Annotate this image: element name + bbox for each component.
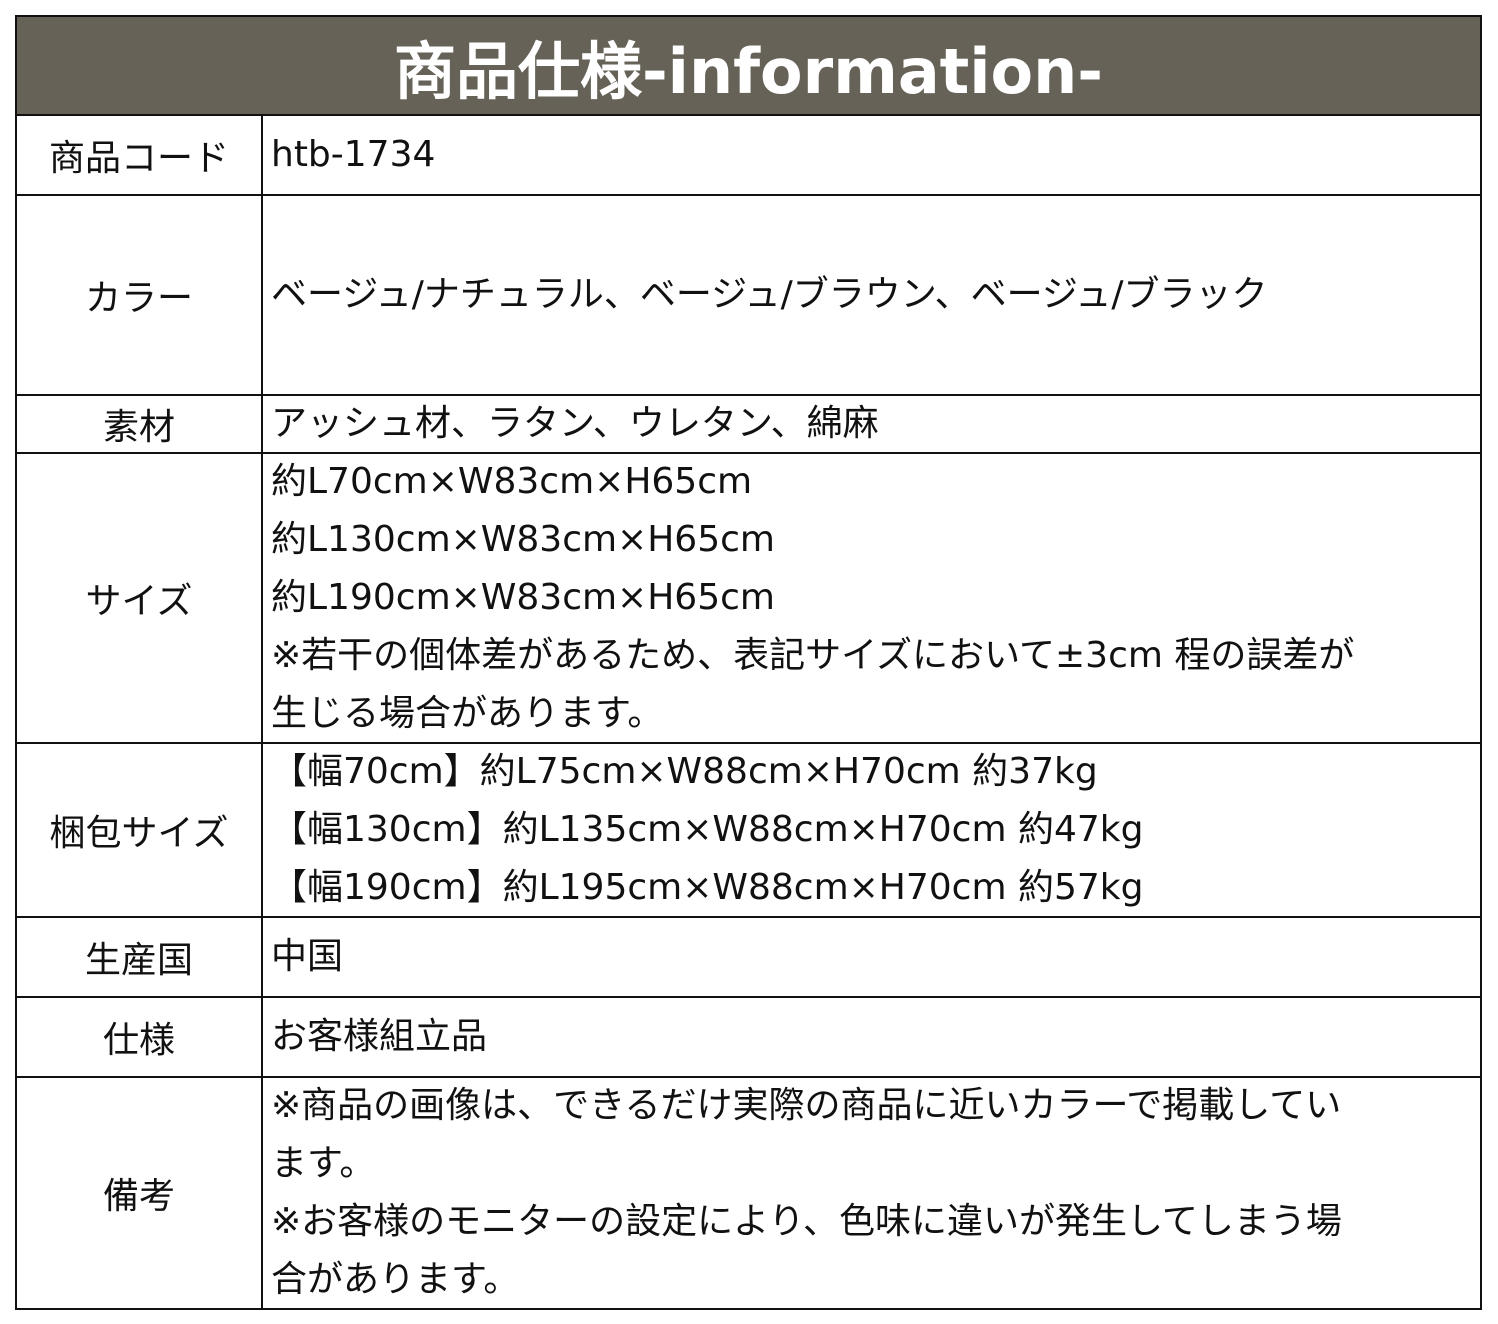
row-specification: 仕様 お客様組立品 — [17, 998, 1480, 1078]
value-line: 約L70cm×W83cm×H65cm — [271, 461, 753, 502]
value-line: アッシュ材、ラタン、ウレタン、綿麻 — [271, 403, 879, 444]
value-line: ※商品の画像は、できるだけ実際の商品に近いカラーで掲載してい — [271, 1085, 1342, 1126]
row-value: 約L70cm×W83cm×H65cm 約L130cm×W83cm×H65cm 約L1… — [263, 454, 1480, 742]
value-line: ます。 — [271, 1143, 376, 1184]
row-value: htb-1734 — [263, 116, 1480, 194]
value-line: 生じる場合があります。 — [271, 693, 664, 734]
row-value: アッシュ材、ラタン、ウレタン、綿麻 — [263, 396, 1480, 452]
row-label: 商品コード — [17, 116, 263, 194]
row-label: サイズ — [17, 454, 263, 742]
table-title: 商品仕様-information- — [17, 17, 1480, 116]
row-value: 【幅70cm】約L75cm×W88cm×H70cm 約37kg 【幅130cm】約… — [263, 744, 1480, 916]
row-value: ベージュ/ナチュラル、ベージュ/ブラウン、ベージュ/ブラック — [263, 196, 1480, 394]
value-line: 【幅190cm】約L195cm×W88cm×H70cm 約57kg — [271, 867, 1144, 908]
value-line: 約L130cm×W83cm×H65cm — [271, 519, 775, 560]
row-package-size: 梱包サイズ 【幅70cm】約L75cm×W88cm×H70cm 約37kg 【幅13… — [17, 744, 1480, 918]
value-line: htb-1734 — [271, 134, 436, 175]
row-label: 備考 — [17, 1078, 263, 1308]
value-line: 【幅130cm】約L135cm×W88cm×H70cm 約47kg — [271, 809, 1144, 850]
row-label: 梱包サイズ — [17, 744, 263, 916]
value-line: ベージュ/ナチュラル、ベージュ/ブラウン、ベージュ/ブラック — [271, 274, 1268, 315]
row-color: カラー ベージュ/ナチュラル、ベージュ/ブラウン、ベージュ/ブラック — [17, 196, 1480, 396]
value-line: ※お客様のモニターの設定により、色味に違いが発生してしまう場 — [271, 1201, 1342, 1242]
row-label: カラー — [17, 196, 263, 394]
spec-table: 商品仕様-information- 商品コード htb-1734 カラー ベージュ/ナ… — [15, 15, 1482, 1310]
row-value: お客様組立品 — [263, 998, 1480, 1076]
row-label: 素材 — [17, 396, 263, 452]
row-material: 素材 アッシュ材、ラタン、ウレタン、綿麻 — [17, 396, 1480, 454]
value-line: 約L190cm×W83cm×H65cm — [271, 577, 775, 618]
row-value: ※商品の画像は、できるだけ実際の商品に近いカラーで掲載してい ます。 ※お客様のモニ… — [263, 1078, 1480, 1308]
row-notes: 備考 ※商品の画像は、できるだけ実際の商品に近いカラーで掲載してい ます。 ※お客様の… — [17, 1078, 1480, 1308]
row-country: 生産国 中国 — [17, 918, 1480, 998]
value-line: 【幅70cm】約L75cm×W88cm×H70cm 約37kg — [271, 751, 1098, 792]
row-size: サイズ 約L70cm×W83cm×H65cm 約L130cm×W83cm×H65cm… — [17, 454, 1480, 744]
value-line: お客様組立品 — [271, 1016, 488, 1057]
value-line: 中国 — [271, 936, 344, 977]
row-label: 生産国 — [17, 918, 263, 996]
row-product-code: 商品コード htb-1734 — [17, 116, 1480, 196]
row-label: 仕様 — [17, 998, 263, 1076]
value-line: ※若干の個体差があるため、表記サイズにおいて±3cm 程の誤差が — [271, 635, 1355, 676]
row-value: 中国 — [263, 918, 1480, 996]
value-line: 合があります。 — [271, 1259, 520, 1300]
